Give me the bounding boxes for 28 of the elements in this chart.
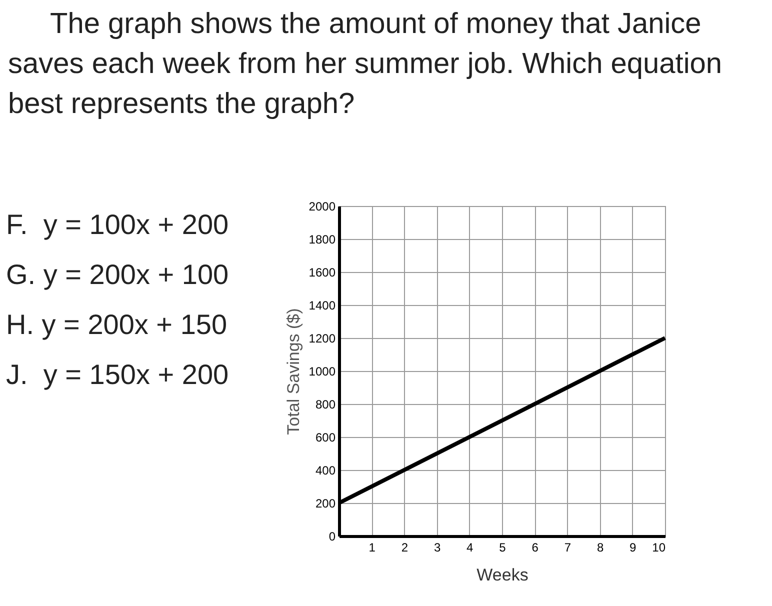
y-axis-title: Total Savings ($) [284, 308, 303, 435]
y-tick-label: 1400 [308, 298, 336, 312]
y-tick-label: 1000 [308, 364, 336, 378]
y-tick-label: 0 [328, 530, 336, 544]
text: F. y = 100x + 200 [6, 208, 229, 242]
chart-title: The graph shows the amount of money that Janice saves each week from her summer job. Which equation best represents the graph? [8, 7, 724, 122]
x-axis-title: Weeks [476, 566, 528, 584]
x-tick-label: 3 [434, 540, 441, 554]
x-tick-label: 2 [401, 540, 408, 554]
y-tick-label: 1200 [308, 332, 336, 346]
x-tick-label: 6 [532, 540, 539, 554]
text: J. y = 150x + 200 [6, 358, 229, 392]
y-tick-label: 800 [315, 398, 336, 412]
y-tick-label: 400 [315, 464, 336, 478]
x-tick-label: 1 [368, 540, 376, 554]
text: H. y = 200x + 150 [6, 308, 228, 342]
x-tick-label: 10 [652, 540, 666, 554]
y-tick-label: 1800 [308, 232, 336, 246]
text: G. y = 200x + 100 [6, 258, 229, 292]
y-tick-label: 1600 [308, 266, 336, 280]
x-tick-label: 9 [630, 540, 637, 554]
x-tick-label: 8 [596, 540, 604, 554]
y-tick-label: 200 [315, 496, 336, 510]
x-tick-label: 5 [499, 540, 506, 554]
y-tick-label: 600 [315, 430, 336, 444]
x-tick-label: 7 [564, 540, 572, 554]
x-tick-label: 4 [466, 540, 474, 554]
y-tick-label: 2000 [308, 200, 336, 214]
